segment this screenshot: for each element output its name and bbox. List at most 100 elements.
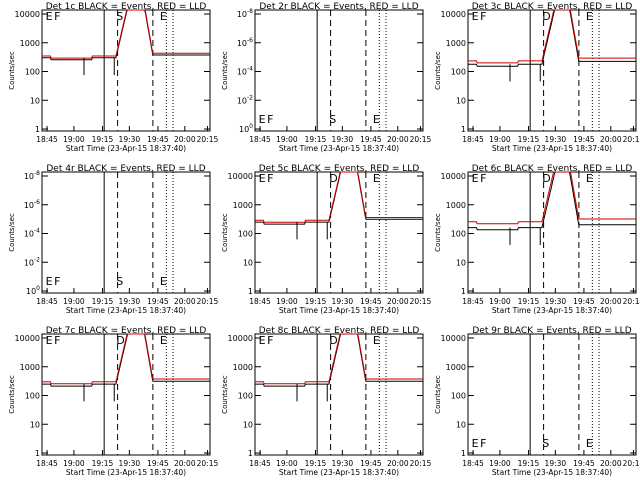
y-tick-label: 10-4 [237,66,253,77]
y-tick-label: 10000 [228,334,253,343]
y-tick-label: 10-8 [237,8,253,19]
x-tick-label: 18:45 [249,297,271,306]
y-tick-label: 1 [461,125,466,134]
y-tick-label: 100 [26,285,40,296]
y-tick-label: 10 [243,420,253,429]
x-tick-label: 20:00 [174,297,196,306]
x-axis-label: Start Time (23-Apr-15 18:37:40) [492,468,612,477]
y-tick-label: 1 [248,287,253,296]
y-tick-label: 100 [25,68,40,77]
x-tick-label: 20:15 [197,297,219,306]
x-tick-label: 19:45 [360,459,382,468]
x-tick-label: 19:45 [360,135,382,144]
lld-curve [255,171,423,223]
y-axis-label: Counts/sec [221,213,229,252]
y-tick-label: 10000 [15,10,40,19]
y-tick-label: 10-8 [24,170,40,181]
plot-frame [254,171,424,294]
x-tick-label: 19:30 [119,297,141,306]
x-tick-label: 19:45 [573,297,595,306]
marker-letter: S [542,437,549,450]
marker-letter: E [160,275,167,288]
x-tick-label: 20:15 [623,459,640,468]
marker-letter: E [373,172,380,185]
x-axis-label: Start Time (23-Apr-15 18:37:40) [66,468,186,477]
y-tick-label: 100 [238,392,253,401]
x-tick-label: 19:15 [305,135,327,144]
marker-letter: D [542,10,550,23]
events-curve [468,9,636,67]
plot-frame [41,171,211,294]
y-tick-label: 100 [238,230,253,239]
marker-letter: F [267,172,273,185]
panel-title: Det 6c BLACK = Events, RED = LLD [472,164,633,174]
marker-letter: S [116,275,123,288]
detector-panel: Det 3c BLACK = Events, RED = LLD 1 10 100 10… [434,2,640,153]
y-tick-label: 1000 [446,363,466,372]
y-tick-label: 1000 [233,201,253,210]
x-tick-label: 20:15 [410,459,432,468]
y-tick-label: 10-6 [237,37,253,48]
x-tick-label: 18:45 [462,459,484,468]
lld-curve [42,333,210,385]
marker-letter: E [586,172,593,185]
x-tick-label: 19:45 [573,459,595,468]
marker-letter: E [46,275,53,288]
events-curve [42,333,210,387]
plot-frame [41,333,211,456]
y-axis-label: Counts/sec [221,375,229,414]
y-tick-label: 10 [456,258,466,267]
marker-letter: E [586,10,593,23]
lld-curve [468,9,636,64]
x-tick-label: 19:15 [518,135,540,144]
x-axis-label: Start Time (23-Apr-15 18:37:40) [66,306,186,315]
detector-panel: Det 6c BLACK = Events, RED = LLD 1 10 100 10… [434,164,640,315]
x-tick-label: 19:15 [305,297,327,306]
x-tick-label: 19:00 [276,135,298,144]
x-axis-label: Start Time (23-Apr-15 18:37:40) [279,468,399,477]
x-axis-label: Start Time (23-Apr-15 18:37:40) [279,144,399,153]
y-tick-label: 10 [456,420,466,429]
marker-letter: E [160,334,167,347]
marker-letter: S [329,113,336,126]
y-axis-label: Counts/sec [8,51,16,90]
detector-panel: Det 9r BLACK = Events, RED = LLD 1 10 100 10… [434,326,640,477]
x-axis-label: Start Time (23-Apr-15 18:37:40) [279,306,399,315]
detector-panel: Det 8c BLACK = Events, RED = LLD 1 10 100 10… [221,326,432,477]
x-tick-label: 18:45 [249,459,271,468]
x-tick-label: 19:00 [489,135,511,144]
marker-letter: E [586,437,593,450]
y-tick-label: 1 [461,287,466,296]
panel-title: Det 3c BLACK = Events, RED = LLD [472,2,633,12]
x-tick-label: 19:00 [489,459,511,468]
plot-frame [254,9,424,132]
events-curve [468,171,636,231]
y-tick-label: 100 [451,392,466,401]
x-tick-label: 18:45 [462,297,484,306]
detector-panel: Det 4r BLACK = Events, RED = LLD 100 10-2 1… [8,164,219,315]
x-tick-label: 19:00 [276,297,298,306]
marker-letter: E [46,10,53,23]
x-tick-label: 19:30 [332,297,354,306]
x-tick-label: 19:00 [63,459,85,468]
plot-frame [467,9,637,132]
marker-letter: S [116,10,123,23]
x-tick-label: 19:30 [332,459,354,468]
panel-title: Det 4r BLACK = Events, RED = LLD [46,164,205,174]
y-tick-label: 10000 [228,172,253,181]
x-tick-label: 20:15 [197,135,219,144]
x-tick-label: 20:00 [387,135,409,144]
detector-panel: Det 7c BLACK = Events, RED = LLD 1 10 100 10… [8,326,219,477]
y-tick-label: 10-6 [24,199,40,210]
y-tick-label: 10 [30,96,40,105]
detector-panel: Det 5c BLACK = Events, RED = LLD 1 10 100 10… [221,164,432,315]
detector-panel: Det 2r BLACK = Events, RED = LLD 100 10-2 1… [221,2,432,153]
x-tick-label: 19:15 [92,135,114,144]
y-tick-label: 1000 [20,363,40,372]
y-tick-label: 10000 [441,334,466,343]
marker-letter: E [46,334,53,347]
lld-curve [42,9,210,59]
marker-letter: F [480,10,486,23]
lld-curve [468,171,636,225]
